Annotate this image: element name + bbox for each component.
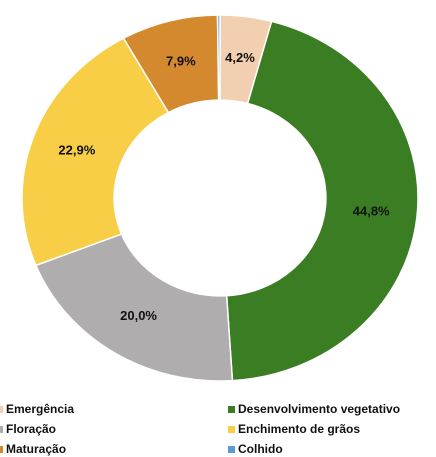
data-label: 22,9%	[58, 142, 95, 157]
data-label: 4,2%	[225, 50, 255, 65]
legend-label: Colhido	[238, 442, 283, 456]
data-label: 7,9%	[166, 54, 196, 69]
legend-label: Maturação	[6, 442, 66, 456]
legend-label: Emergência	[6, 402, 74, 416]
legend-label: Enchimento de grãos	[238, 422, 360, 436]
slice	[225, 20, 419, 382]
slice	[216, 14, 221, 101]
legend-marker	[228, 426, 235, 433]
legend-marker	[228, 406, 235, 413]
data-label: 44,8%	[353, 204, 390, 219]
slice	[21, 37, 170, 267]
legend-label: Floração	[6, 422, 56, 436]
data-label: 20,0%	[120, 308, 157, 323]
legend-marker	[0, 406, 3, 413]
legend-marker	[228, 446, 235, 453]
legend-marker	[0, 426, 3, 433]
legend-label: Desenvolvimento vegetativo	[238, 402, 400, 416]
legend-marker	[0, 446, 3, 453]
slice	[34, 233, 234, 382]
